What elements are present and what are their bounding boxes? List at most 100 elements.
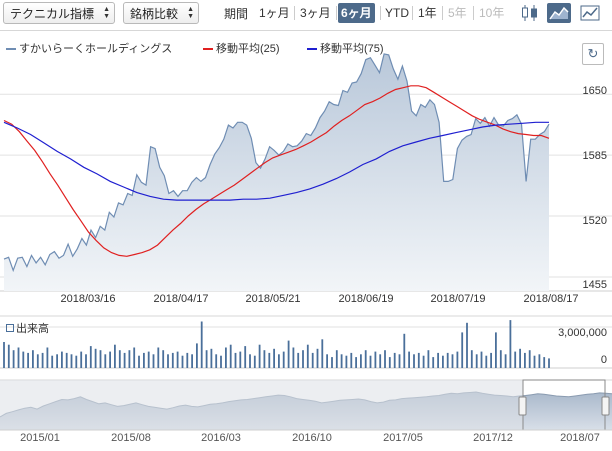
range-10-year: 10年 — [479, 6, 505, 20]
volume-bar — [46, 347, 49, 368]
volume-bar — [61, 351, 63, 368]
legend-ma75: 移動平均(75) — [307, 40, 384, 56]
mountain-chart-icon[interactable] — [547, 3, 571, 23]
range-1-year[interactable]: 1年 — [418, 6, 437, 20]
navigator-tick-label: 2015/01 — [20, 432, 60, 444]
volume-bar — [451, 354, 454, 368]
volume-bar — [258, 344, 261, 368]
volume-bar — [548, 358, 550, 368]
volume-bar — [138, 355, 140, 368]
x-tick-label: 2018/05/21 — [245, 293, 301, 305]
navigator-tick-label: 2015/08 — [111, 432, 151, 444]
volume-bar — [210, 348, 213, 368]
navigator-right-handle[interactable] — [601, 396, 610, 416]
volume-bar — [524, 352, 526, 368]
y-tick-label: 1650 — [582, 85, 607, 97]
volume-bar — [408, 351, 410, 368]
volume-bar — [499, 350, 502, 368]
range-1-month[interactable]: 1ヶ月 — [259, 6, 290, 20]
compare-select[interactable]: 銘柄比較 ▲ ▼ — [123, 2, 199, 24]
divider — [442, 6, 443, 20]
volume-bar — [268, 352, 271, 368]
volume-bar — [147, 351, 150, 368]
volume-bar — [543, 357, 546, 368]
x-tick-label: 2018/06/19 — [338, 293, 394, 305]
volume-bar — [278, 354, 280, 368]
volume-bar — [519, 348, 521, 368]
volume-bar — [36, 354, 39, 368]
volume-bar — [475, 354, 478, 368]
technical-indicator-label: テクニカル指標 — [10, 7, 95, 21]
volume-label-text: 出来高 — [16, 323, 49, 335]
y-tick-label: 1585 — [582, 150, 607, 162]
volume-bar — [56, 354, 58, 368]
range-6-month[interactable]: 6ヶ月 — [338, 3, 375, 23]
ma75-line — [3, 121, 549, 201]
volume-bar — [104, 354, 107, 368]
volume-bar — [51, 355, 54, 368]
period-label: 期間 — [224, 7, 249, 21]
volume-bar — [509, 320, 512, 368]
volume-bar — [225, 347, 227, 368]
volume-bar — [466, 322, 468, 368]
volume-bar — [533, 355, 536, 368]
refresh-icon[interactable]: ↻ — [582, 43, 604, 65]
line-chart-icon[interactable] — [578, 3, 602, 23]
legend-ma25-label: 移動平均(25) — [216, 43, 280, 55]
volume-bar — [32, 350, 34, 368]
volume-bar — [70, 354, 73, 368]
select-arrows-icon: ▲ ▼ — [187, 6, 194, 20]
candlestick-icon[interactable] — [518, 3, 542, 23]
x-tick-label: 2018/07/19 — [430, 293, 486, 305]
volume-bar — [27, 352, 29, 368]
volume-bar — [360, 354, 362, 368]
volume-bar — [181, 355, 184, 368]
volume-bar — [374, 351, 377, 368]
volume-bar — [191, 354, 193, 368]
volume-bar — [65, 352, 68, 368]
divider — [380, 6, 381, 20]
range-ytd[interactable]: YTD — [385, 6, 409, 20]
volume-bar — [398, 354, 401, 368]
volume-bar — [331, 357, 333, 368]
range-3-month[interactable]: 3ヶ月 — [300, 6, 331, 20]
volume-bar — [152, 354, 155, 368]
volume-bar — [350, 352, 353, 368]
navigator-left-handle[interactable] — [518, 396, 527, 416]
technical-indicator-select[interactable]: テクニカル指標 ▲ ▼ — [3, 2, 115, 24]
volume-bar — [326, 354, 328, 368]
volume-bar — [316, 348, 319, 368]
volume-bar — [234, 352, 237, 368]
volume-bar — [41, 352, 44, 368]
volume-bar — [167, 354, 169, 368]
volume-bar — [85, 354, 87, 368]
volume-bar — [364, 350, 367, 368]
divider — [473, 6, 474, 20]
divider — [412, 6, 413, 20]
volume-bar — [504, 354, 507, 368]
volume-bar — [7, 344, 10, 368]
volume-bar — [162, 350, 165, 368]
volume-bar — [413, 354, 415, 368]
volume-bar — [384, 350, 386, 368]
volume-bar — [263, 350, 266, 368]
volume-bar — [196, 343, 198, 368]
volume-bar — [249, 354, 251, 368]
y-tick-label: 1455 — [582, 279, 607, 291]
volume-bar — [437, 352, 439, 368]
volume-bar — [528, 350, 531, 368]
toolbar-divider — [0, 30, 612, 31]
volume-bar — [75, 355, 78, 368]
volume-bar — [442, 355, 444, 368]
volume-tick-label: 0 — [600, 354, 607, 366]
x-tick-label: 2018/03/16 — [60, 293, 116, 305]
navigator-tick-label: 2017/05 — [383, 432, 423, 444]
volume-bar — [229, 344, 232, 368]
volume-swatch — [6, 324, 14, 332]
volume-bar — [417, 352, 420, 368]
volume-bar — [128, 350, 131, 368]
volume-bar — [215, 354, 218, 368]
volume-bar — [133, 347, 136, 368]
navigator-tick-label: 2016/10 — [292, 432, 332, 444]
x-tick-label: 2018/04/17 — [153, 293, 209, 305]
